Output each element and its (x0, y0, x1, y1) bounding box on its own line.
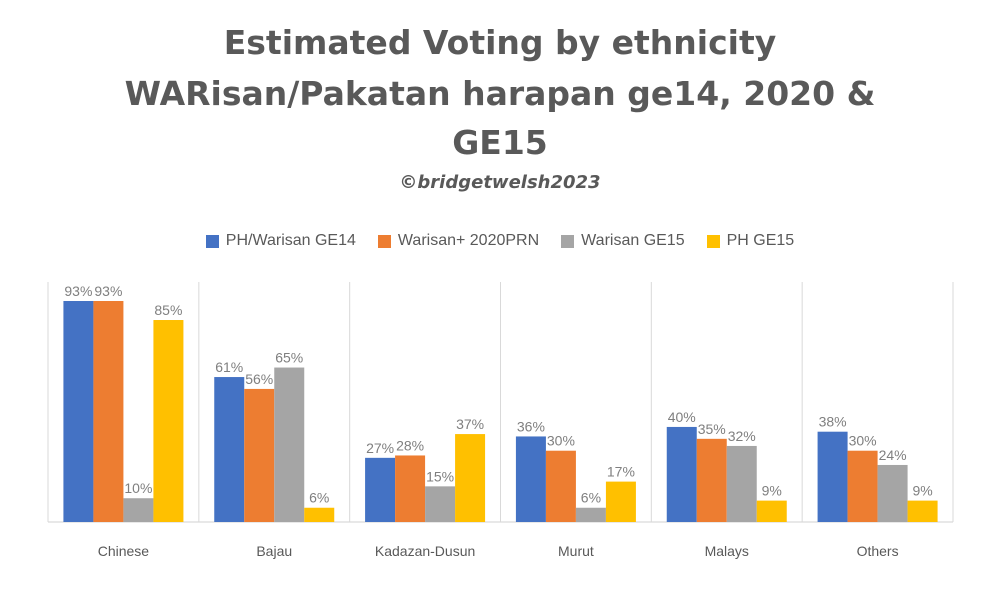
data-label: 6% (309, 490, 329, 506)
category-label: Others (857, 543, 899, 559)
data-label: 9% (912, 483, 932, 499)
data-label: 30% (547, 433, 575, 449)
legend-label: Warisan+ 2020PRN (397, 232, 540, 249)
data-label: 40% (668, 409, 696, 425)
bar-others-series-0 (817, 431, 848, 522)
bar-others-series-2 (877, 464, 908, 522)
category-label: Murut (558, 543, 594, 559)
data-label: 56% (245, 371, 273, 387)
bar-malays-series-2 (726, 445, 757, 522)
data-label: 15% (426, 468, 454, 484)
bar-kadazan-dusun-series-1 (395, 455, 426, 522)
legend-item-warisan-2020prn: Warisan+ 2020PRN (377, 232, 540, 250)
legend-label: Warisan GE15 (581, 232, 685, 249)
bar-malays-series-1 (696, 438, 727, 522)
bar-chinese-series-3 (153, 320, 184, 522)
bar-chinese-series-2 (123, 498, 154, 522)
bar-others-series-1 (847, 450, 878, 522)
category-label: Bajau (256, 543, 292, 559)
legend-item-ph-ge15: PH GE15 (706, 232, 795, 250)
data-label: 61% (215, 359, 243, 375)
data-label: 28% (396, 437, 424, 453)
data-label: 65% (275, 350, 303, 366)
bar-chinese-series-1 (93, 301, 124, 522)
data-label: 17% (607, 464, 635, 480)
data-label: 93% (64, 283, 92, 299)
legend-swatch (561, 234, 575, 248)
data-label: 85% (154, 302, 182, 318)
category-label: Chinese (98, 543, 150, 559)
legend-swatch (377, 234, 391, 248)
chart-subtitle: ©bridgetwelsh2023 (399, 172, 601, 193)
data-label: 9% (762, 483, 782, 499)
bar-murut-series-1 (545, 450, 576, 522)
legend-item-warisan-ge15: Warisan GE15 (561, 232, 685, 250)
category-label: Malays (705, 543, 749, 559)
data-label: 35% (698, 421, 726, 437)
legend-item-ph-warisan-ge14: PH/Warisan GE14 (205, 232, 356, 250)
bar-others-series-3 (907, 500, 938, 522)
category-label: Kadazan-Dusun (375, 543, 475, 559)
bar-bajau-series-0 (214, 377, 245, 522)
legend-swatch (205, 234, 219, 248)
bar-murut-series-2 (575, 507, 606, 522)
data-label: 93% (94, 283, 122, 299)
bar-malays-series-0 (666, 426, 697, 522)
legend-label: PH/Warisan GE14 (225, 232, 356, 249)
data-label: 10% (124, 480, 152, 496)
legend-label: PH GE15 (726, 232, 795, 249)
bar-chinese-series-0 (63, 301, 94, 522)
bar-murut-series-3 (605, 481, 636, 522)
bar-murut-series-0 (515, 436, 546, 522)
bar-bajau-series-1 (244, 388, 275, 522)
legend-swatch (706, 234, 720, 248)
bar-malays-series-3 (756, 500, 787, 522)
bar-bajau-series-3 (304, 507, 335, 522)
data-label: 24% (879, 447, 907, 463)
chart-title-line-2: WARisan/Pakatan harapan ge14, 2020 & (124, 74, 876, 113)
chart-title-line-3: GE15 (452, 123, 548, 162)
chart-title-line-1: Estimated Voting by ethnicity (223, 23, 777, 62)
data-label: 37% (456, 416, 484, 432)
bar-kadazan-dusun-series-2 (425, 486, 456, 522)
chart-legend: PH/Warisan GE14 Warisan+ 2020PRN Warisan… (0, 232, 1000, 250)
data-label: 38% (819, 414, 847, 430)
data-label: 36% (517, 418, 545, 434)
bar-kadazan-dusun-series-0 (365, 457, 396, 522)
data-label: 32% (728, 428, 756, 444)
bar-kadazan-dusun-series-3 (455, 434, 486, 522)
data-label: 30% (849, 433, 877, 449)
bar-bajau-series-2 (274, 367, 305, 522)
data-label: 6% (581, 490, 601, 506)
data-label: 27% (366, 440, 394, 456)
